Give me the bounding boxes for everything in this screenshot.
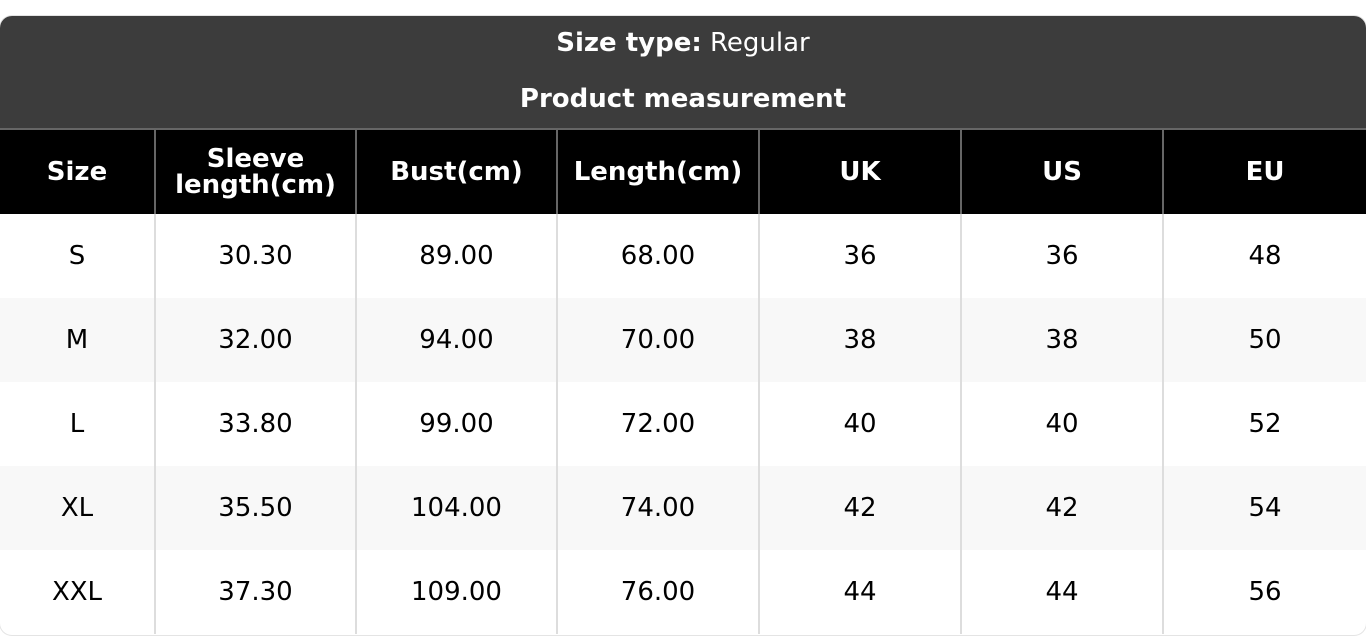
table-cell: 48 — [1162, 214, 1366, 298]
table-cell: 89.00 — [355, 214, 557, 298]
size-type-label: Size type: — [556, 28, 702, 58]
table-cell: 68.00 — [556, 214, 759, 298]
table-cell: 99.00 — [355, 382, 557, 466]
column-header: EU — [1162, 128, 1366, 214]
table-cell: 38 — [758, 298, 961, 382]
table-cell: XXL — [51, 577, 103, 607]
table-cell: 52 — [1162, 382, 1366, 466]
column-header: Bust(cm) — [355, 128, 557, 214]
column-header: Length(cm) — [556, 128, 759, 214]
table-row: XL 35.50 104.00 74.00 42 42 54 — [0, 466, 1366, 550]
size-chart-header: Size type: Regular Product measurement — [0, 16, 1366, 128]
table-cell: 42 — [758, 466, 961, 550]
table-row: XXL 37.30 109.00 76.00 44 44 56 — [0, 550, 1366, 634]
size-chart: Size type: Regular Product measurement S… — [0, 16, 1366, 635]
column-header: Sleeve length(cm) — [154, 128, 356, 214]
table-cell: 36 — [960, 214, 1163, 298]
table-cell: 109.00 — [355, 550, 557, 634]
table-cell: 37.30 — [154, 550, 356, 634]
table-cell: 56 — [1162, 550, 1366, 634]
table-row: L 33.80 99.00 72.00 40 40 52 — [0, 382, 1366, 466]
column-header: US — [960, 128, 1163, 214]
table-cell: 40 — [758, 382, 961, 466]
table-cell: 74.00 — [556, 466, 759, 550]
table-cell: 40 — [960, 382, 1163, 466]
table-row: S 30.30 89.00 68.00 36 36 48 — [0, 214, 1366, 298]
table-cell: 44 — [960, 550, 1163, 634]
table-cell: 94.00 — [355, 298, 557, 382]
table-cell: S — [68, 241, 86, 271]
table-cell: 32.00 — [154, 298, 356, 382]
table-cell: 70.00 — [556, 298, 759, 382]
size-type-value: Regular — [710, 28, 810, 58]
table-row: M 32.00 94.00 70.00 38 38 50 — [0, 298, 1366, 382]
table-cell: 104.00 — [355, 466, 557, 550]
table-cell: M — [0, 298, 155, 382]
table-cell: 35.50 — [154, 466, 356, 550]
column-header: Size — [0, 128, 155, 214]
column-header: UK — [758, 128, 961, 214]
table-cell: 36 — [758, 214, 961, 298]
table-cell: XL — [0, 466, 155, 550]
subtitle: Product measurement — [519, 84, 847, 114]
size-type: Size type: Regular — [0, 16, 1366, 59]
table-cell: 76.00 — [556, 550, 759, 634]
table-cell: 42 — [960, 466, 1163, 550]
table-cell: 30.30 — [154, 214, 356, 298]
table-cell: 72.00 — [556, 382, 759, 466]
table-cell: 38 — [960, 298, 1163, 382]
measurement-table: Size Sleeve length(cm) Bust(cm) Length(cm) U… — [0, 128, 1366, 634]
table-cell: L — [69, 409, 85, 439]
table-cell: 33.80 — [154, 382, 356, 466]
table-cell: 50 — [1162, 298, 1366, 382]
table-cell: 44 — [758, 550, 961, 634]
table-header-row: Size Sleeve length(cm) Bust(cm) Length(cm) U… — [0, 128, 1366, 214]
table-cell: 54 — [1162, 466, 1366, 550]
